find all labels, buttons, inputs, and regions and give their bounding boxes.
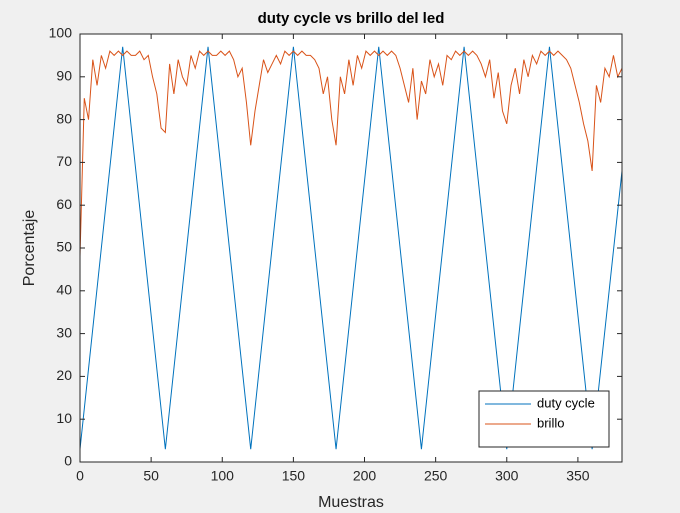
- y-tick-label: 40: [56, 282, 72, 298]
- line-series: [79, 46, 623, 450]
- y-axis-label: Porcentaje: [21, 210, 38, 287]
- x-tick-label: 100: [211, 468, 235, 484]
- x-tick-label: 0: [76, 468, 84, 484]
- x-tick-label: 50: [143, 468, 159, 484]
- y-tick-label: 90: [56, 68, 72, 84]
- x-tick-label: 300: [495, 468, 519, 484]
- x-tick-label: 150: [282, 468, 306, 484]
- x-tick-label: 250: [424, 468, 448, 484]
- y-tick-label: 30: [56, 324, 72, 340]
- y-tick-label: 70: [56, 153, 72, 169]
- x-tick-label: 350: [566, 468, 590, 484]
- chart-title: duty cycle vs brillo del led: [258, 10, 445, 27]
- plot: [79, 46, 623, 450]
- x-tick-label: 200: [353, 468, 377, 484]
- y-tick-label: 0: [64, 453, 72, 469]
- y-tick-label: 60: [56, 196, 72, 212]
- y-tick-label: 80: [56, 110, 72, 126]
- y-tick-label: 20: [56, 367, 72, 383]
- y-tick-label: 50: [56, 239, 72, 255]
- y-tick-label: 100: [49, 25, 73, 41]
- y-tick-label: 10: [56, 410, 72, 426]
- legend-label: brillo: [537, 415, 564, 430]
- legend-label: duty cycle: [537, 395, 595, 410]
- x-axis-label: Muestras: [318, 494, 384, 511]
- line-series: [79, 50, 623, 257]
- legend-box: [478, 390, 610, 448]
